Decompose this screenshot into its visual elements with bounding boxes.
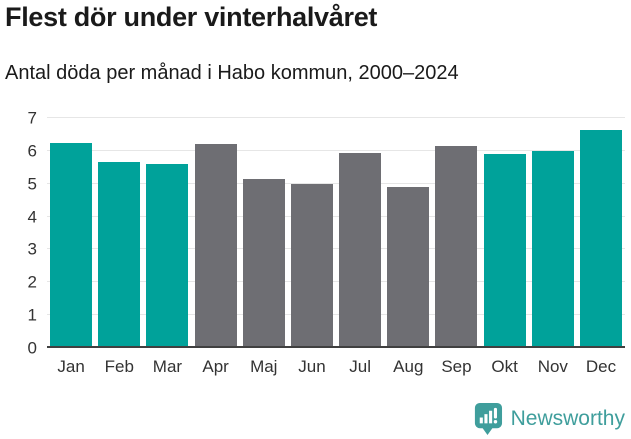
- x-tick-label-jun: Jun: [298, 357, 326, 376]
- bar-apr: [194, 144, 237, 348]
- bar-sep: [435, 145, 478, 348]
- gridline-6: [47, 149, 625, 151]
- bar-slot-feb: [95, 118, 143, 348]
- bar-slot-maj: [240, 118, 288, 348]
- x-tick-label-okt: Okt: [491, 357, 518, 376]
- y-tick-label-3: 3: [27, 239, 37, 259]
- gridline-1: [47, 314, 625, 316]
- gridline-5: [47, 182, 625, 184]
- y-tick-label-6: 6: [27, 141, 37, 161]
- x-axis-line: [47, 346, 625, 348]
- y-tick-label-0: 0: [27, 338, 37, 358]
- x-tick-label-mar: Mar: [152, 357, 183, 376]
- bar-jan: [50, 142, 93, 348]
- bar-slot-nov: [529, 118, 577, 348]
- bar-jun: [290, 183, 333, 348]
- y-tick-label-2: 2: [27, 272, 37, 292]
- y-tick-label-5: 5: [27, 174, 37, 194]
- gridline-4: [47, 215, 625, 217]
- y-tick-label-4: 4: [27, 207, 37, 227]
- gridline-7: [47, 117, 625, 118]
- bar-slot-mar: [143, 118, 191, 348]
- bar-slot-aug: [384, 118, 432, 348]
- x-tick-label-maj: Maj: [250, 357, 278, 376]
- bar-dec: [579, 129, 622, 348]
- chart-title: Flest dör under vinterhalvåret: [5, 2, 378, 32]
- newsworthy-logo: Newsworthy: [472, 401, 625, 436]
- gridline-2: [47, 281, 625, 283]
- gridline-3: [47, 248, 625, 250]
- brand-name: Newsworthy: [510, 406, 625, 430]
- x-tick-label-jan: Jan: [57, 357, 85, 376]
- bar-slot-sep: [432, 118, 480, 348]
- y-tick-label-1: 1: [27, 305, 37, 325]
- bar-slot-jun: [288, 118, 336, 348]
- bar-feb: [98, 162, 141, 348]
- bar-jul: [339, 152, 382, 348]
- x-tick-label-dec: Dec: [585, 357, 617, 376]
- newsworthy-logo-icon: [472, 401, 503, 436]
- x-tick-label-nov: Nov: [537, 357, 568, 376]
- bar-maj: [242, 178, 285, 348]
- y-tick-label-7: 7: [27, 108, 37, 128]
- x-tick-label-feb: Feb: [104, 357, 134, 376]
- bar-nov: [531, 150, 574, 348]
- bar-slot-dec: [577, 118, 625, 348]
- plot-area: [47, 117, 625, 348]
- bar-mar: [146, 164, 189, 348]
- chart-subtitle: Antal döda per månad i Habo kommun, 2000…: [5, 62, 459, 84]
- x-axis: Jan Feb Mar Apr Maj Jun Jul Aug Sep Okt Nov Dec: [47, 357, 625, 377]
- bar-slot-jan: [47, 118, 95, 348]
- x-tick-label-apr: Apr: [202, 357, 229, 376]
- bars: [47, 118, 625, 348]
- x-tick-label-jul: Jul: [349, 357, 371, 376]
- bar-slot-okt: [481, 118, 529, 348]
- bar-okt: [483, 154, 526, 348]
- bar-aug: [387, 187, 430, 348]
- y-axis: 0 1 2 3 4 5 6 7: [0, 110, 37, 357]
- x-tick-label-sep: Sep: [441, 357, 472, 376]
- bar-slot-apr: [192, 118, 240, 348]
- bar-slot-jul: [336, 118, 384, 348]
- x-tick-label-aug: Aug: [393, 357, 424, 376]
